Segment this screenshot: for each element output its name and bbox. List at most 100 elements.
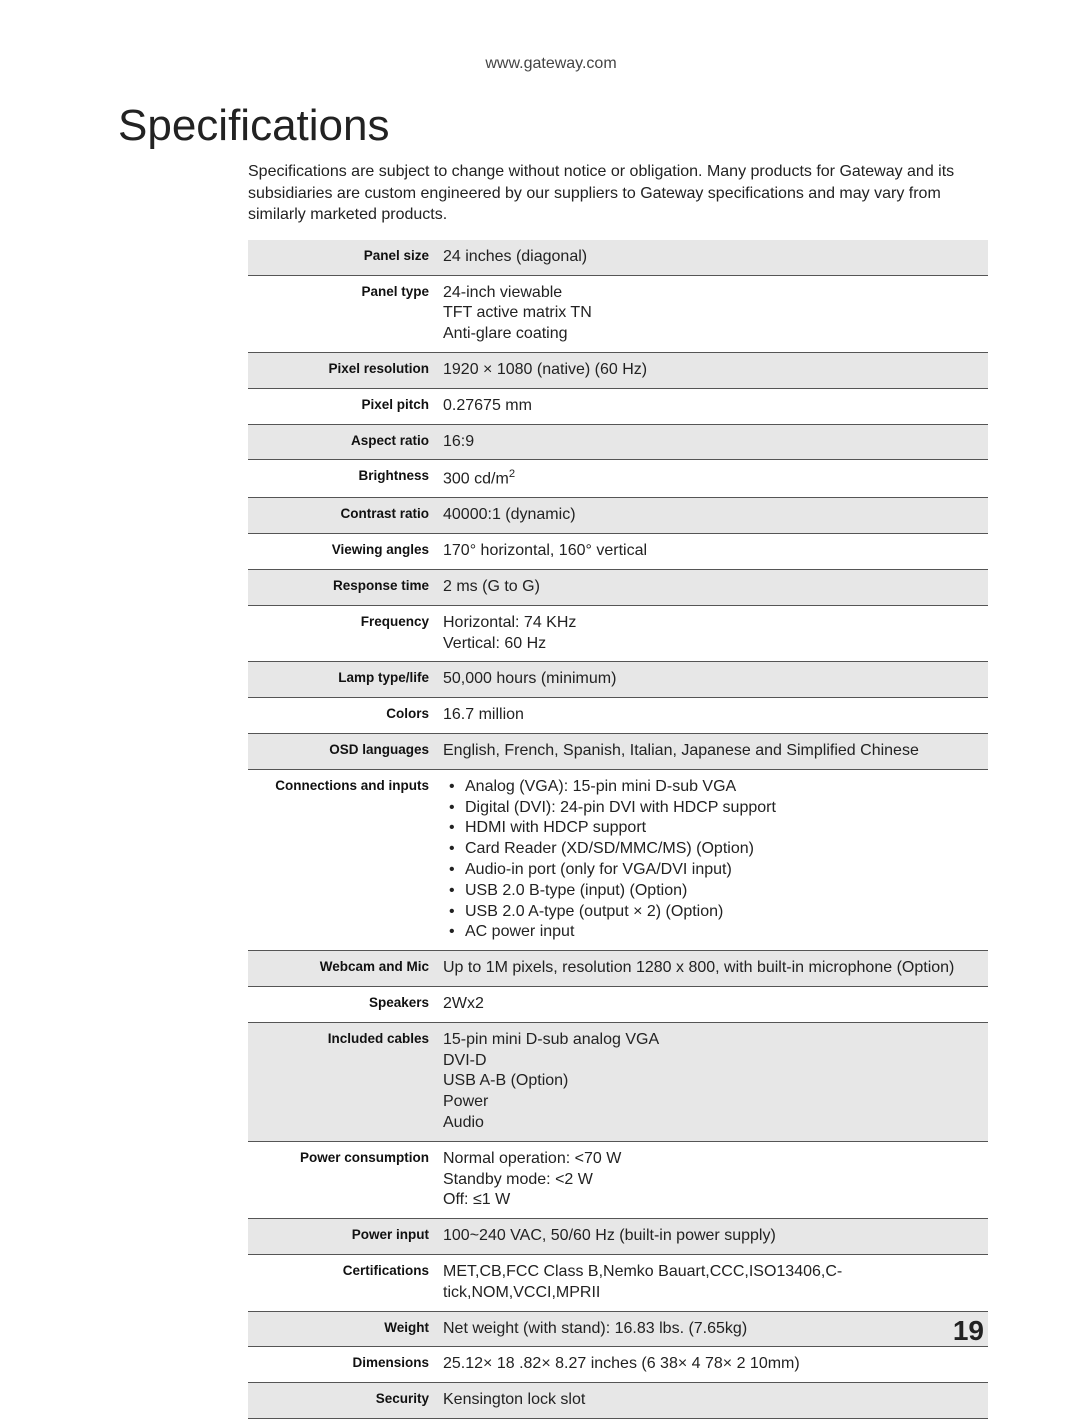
spec-value: Net weight (with stand): 16.83 lbs. (7.6… [443, 1319, 978, 1340]
spec-line: English, French, Spanish, Italian, Japan… [443, 741, 978, 762]
spec-label: Dimensions [248, 1354, 443, 1375]
spec-row: Viewing angles170° horizontal, 160° vert… [248, 534, 988, 570]
spec-bullet: USB 2.0 B-type (input) (Option) [443, 881, 978, 902]
spec-row: Pixel pitch0.27675 mm [248, 389, 988, 425]
spec-line: 25.12× 18 .82× 8.27 inches (6 38× 4 78× … [443, 1354, 978, 1375]
page-number: 19 [953, 1315, 984, 1347]
spec-line: 15-pin mini D-sub analog VGA [443, 1030, 978, 1051]
spec-label: Certifications [248, 1262, 443, 1304]
spec-label: Webcam and Mic [248, 958, 443, 979]
spec-label: Response time [248, 577, 443, 598]
spec-value: Normal operation: <70 WStandby mode: <2 … [443, 1149, 978, 1211]
intro-paragraph: Specifications are subject to change wit… [248, 161, 984, 226]
spec-value: 2Wx2 [443, 994, 978, 1015]
spec-line: 2 ms (G to G) [443, 577, 978, 598]
spec-value: 170° horizontal, 160° vertical [443, 541, 978, 562]
spec-row: Speakers2Wx2 [248, 987, 988, 1023]
spec-bullet: HDMI with HDCP support [443, 818, 978, 839]
spec-value: Horizontal: 74 KHzVertical: 60 Hz [443, 613, 978, 655]
spec-line: Standby mode: <2 W [443, 1170, 978, 1191]
spec-value: 24 inches (diagonal) [443, 247, 978, 268]
spec-row: Pixel resolution1920 × 1080 (native) (60… [248, 353, 988, 389]
spec-row: Connections and inputsAnalog (VGA): 15-p… [248, 770, 988, 951]
page-title: Specifications [118, 101, 984, 151]
spec-label: Lamp type/life [248, 669, 443, 690]
spec-value: 16.7 million [443, 705, 978, 726]
spec-bullet: Audio-in port (only for VGA/DVI input) [443, 860, 978, 881]
spec-row: Webcam and MicUp to 1M pixels, resolutio… [248, 951, 988, 987]
spec-row: Panel type24-inch viewableTFT active mat… [248, 276, 988, 353]
spec-line: TFT active matrix TN [443, 303, 978, 324]
spec-line: 40000:1 (dynamic) [443, 505, 978, 526]
spec-value: Analog (VGA): 15-pin mini D-sub VGADigit… [443, 777, 978, 943]
spec-label: Power consumption [248, 1149, 443, 1211]
spec-row: Brightness300 cd/m2 [248, 460, 988, 498]
spec-value: 40000:1 (dynamic) [443, 505, 978, 526]
spec-label: Frequency [248, 613, 443, 655]
spec-bullet: Card Reader (XD/SD/MMC/MS) (Option) [443, 839, 978, 860]
spec-line: 0.27675 mm [443, 396, 978, 417]
spec-row: Panel size24 inches (diagonal) [248, 240, 988, 276]
spec-value: 16:9 [443, 432, 978, 453]
spec-label: Included cables [248, 1030, 443, 1134]
spec-line: 24 inches (diagonal) [443, 247, 978, 268]
spec-label: Connections and inputs [248, 777, 443, 943]
spec-row: Power input100~240 VAC, 50/60 Hz (built-… [248, 1219, 988, 1255]
spec-line: Up to 1M pixels, resolution 1280 x 800, … [443, 958, 978, 979]
spec-line: Anti-glare coating [443, 324, 978, 345]
spec-value: 1920 × 1080 (native) (60 Hz) [443, 360, 978, 381]
spec-value: MET,CB,FCC Class B,Nemko Bauart,CCC,ISO1… [443, 1262, 978, 1304]
spec-line: 16:9 [443, 432, 978, 453]
spec-value: Up to 1M pixels, resolution 1280 x 800, … [443, 958, 978, 979]
spec-label: Pixel pitch [248, 396, 443, 417]
spec-row: Included cables15-pin mini D-sub analog … [248, 1023, 988, 1142]
spec-value: 300 cd/m2 [443, 467, 978, 490]
spec-value: English, French, Spanish, Italian, Japan… [443, 741, 978, 762]
spec-row: Contrast ratio40000:1 (dynamic) [248, 498, 988, 534]
spec-table: Panel size24 inches (diagonal)Panel type… [248, 240, 988, 1419]
spec-label: OSD languages [248, 741, 443, 762]
spec-label: Viewing angles [248, 541, 443, 562]
spec-line: Audio [443, 1113, 978, 1134]
spec-label: Contrast ratio [248, 505, 443, 526]
spec-line: 2Wx2 [443, 994, 978, 1015]
spec-line: Power [443, 1092, 978, 1113]
spec-line: Vertical: 60 Hz [443, 634, 978, 655]
spec-line: DVI-D [443, 1051, 978, 1072]
spec-line: Net weight (with stand): 16.83 lbs. (7.6… [443, 1319, 978, 1340]
spec-row: Power consumptionNormal operation: <70 W… [248, 1142, 988, 1219]
page: www.gateway.com Specifications Specifica… [0, 0, 1080, 1397]
spec-bullet: AC power input [443, 922, 978, 943]
spec-value: 50,000 hours (minimum) [443, 669, 978, 690]
spec-label: Aspect ratio [248, 432, 443, 453]
spec-row: Response time2 ms (G to G) [248, 570, 988, 606]
spec-row: OSD languagesEnglish, French, Spanish, I… [248, 734, 988, 770]
spec-value: 15-pin mini D-sub analog VGADVI-DUSB A-B… [443, 1030, 978, 1134]
spec-label: Panel type [248, 283, 443, 345]
spec-line: USB A-B (Option) [443, 1071, 978, 1092]
header-url: www.gateway.com [118, 55, 984, 73]
spec-line: Horizontal: 74 KHz [443, 613, 978, 634]
spec-row: Colors16.7 million [248, 698, 988, 734]
spec-value: 25.12× 18 .82× 8.27 inches (6 38× 4 78× … [443, 1354, 978, 1375]
spec-line: 24-inch viewable [443, 283, 978, 304]
spec-bullet: USB 2.0 A-type (output × 2) (Option) [443, 902, 978, 923]
spec-row: FrequencyHorizontal: 74 KHzVertical: 60 … [248, 606, 988, 663]
spec-bullet: Analog (VGA): 15-pin mini D-sub VGA [443, 777, 978, 798]
spec-row: Lamp type/life50,000 hours (minimum) [248, 662, 988, 698]
spec-row: WeightNet weight (with stand): 16.83 lbs… [248, 1312, 988, 1348]
spec-label: Security [248, 1390, 443, 1411]
spec-row: Dimensions25.12× 18 .82× 8.27 inches (6 … [248, 1347, 988, 1383]
spec-line: MET,CB,FCC Class B,Nemko Bauart,CCC,ISO1… [443, 1262, 978, 1304]
spec-line: Normal operation: <70 W [443, 1149, 978, 1170]
spec-label: Pixel resolution [248, 360, 443, 381]
spec-label: Power input [248, 1226, 443, 1247]
spec-label: Weight [248, 1319, 443, 1340]
spec-bullet: Digital (DVI): 24-pin DVI with HDCP supp… [443, 798, 978, 819]
spec-line: Kensington lock slot [443, 1390, 978, 1411]
spec-value: 100~240 VAC, 50/60 Hz (built-in power su… [443, 1226, 978, 1247]
spec-line: 50,000 hours (minimum) [443, 669, 978, 690]
spec-line: 1920 × 1080 (native) (60 Hz) [443, 360, 978, 381]
spec-label: Colors [248, 705, 443, 726]
spec-line: 16.7 million [443, 705, 978, 726]
